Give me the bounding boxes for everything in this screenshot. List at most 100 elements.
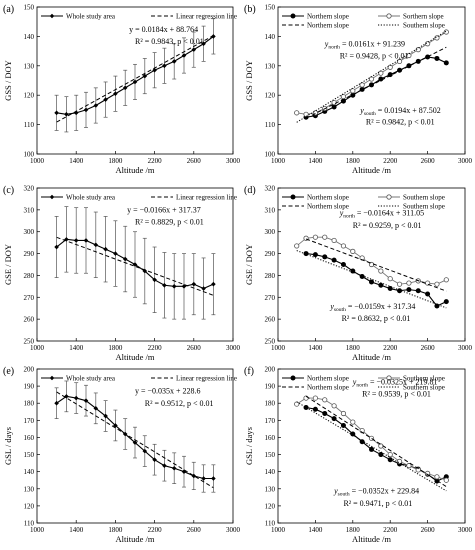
legend-label: Linear regression line xyxy=(176,13,237,21)
y-tick-label: 170 xyxy=(265,417,276,425)
y-tick-label: 200 xyxy=(265,366,276,374)
y-tick-label: 130 xyxy=(265,62,276,70)
data-point xyxy=(369,446,374,452)
y-tick-label: 180 xyxy=(265,400,276,408)
legend-label: Northern slope xyxy=(307,203,349,211)
legend-item: Southern slope xyxy=(378,203,445,211)
legend-item: Northern slope xyxy=(282,22,349,30)
regression-annotation: R² = 0.9428, p < 0.01 xyxy=(340,51,409,60)
x-tick-label: 1800 xyxy=(346,344,361,352)
legend-label: Whole study area xyxy=(66,194,116,202)
y-tick-label: 130 xyxy=(24,62,35,70)
y-tick-label: 100 xyxy=(24,151,35,159)
data-point xyxy=(424,470,431,476)
data-point xyxy=(162,63,167,69)
y-tick-label: 250 xyxy=(24,338,35,346)
regression-annotation: R² = 0.9259, p < 0.01 xyxy=(353,221,422,230)
legend-label: Sorthern slope xyxy=(403,13,444,21)
data-point xyxy=(83,107,89,113)
x-tick-label: 3000 xyxy=(226,344,241,352)
x-tick-label: 1000 xyxy=(271,157,286,165)
plot-frame xyxy=(36,6,234,155)
data-point xyxy=(434,478,440,484)
regression-annotation: ysouth = 0.0194x + 87.502 xyxy=(359,106,441,117)
y-tick-label: 290 xyxy=(24,250,35,258)
y-tick-label: 160 xyxy=(265,434,276,442)
data-point xyxy=(443,299,449,305)
x-axis-label: Altitude /m xyxy=(352,165,391,175)
data-point xyxy=(211,34,216,39)
data-point xyxy=(312,395,318,401)
legend-marker xyxy=(49,375,55,381)
data-point xyxy=(331,257,337,263)
y-tick-label: 250 xyxy=(265,338,276,346)
x-tick-label: 1800 xyxy=(346,526,361,534)
legend-label: Whole study area xyxy=(66,13,116,21)
data-point xyxy=(340,422,346,428)
y-tick-label: 150 xyxy=(265,4,276,12)
data-point xyxy=(322,234,328,240)
data-point xyxy=(369,279,374,285)
y-tick-label: 120 xyxy=(24,92,35,100)
series-fit-line xyxy=(56,35,214,123)
legend-item: Southern slope xyxy=(378,375,445,383)
regression-annotation: R² = 0.8829, p < 0.01 xyxy=(135,218,204,227)
y-axis-label: GSL / days xyxy=(244,427,254,465)
data-point xyxy=(415,288,421,294)
data-point xyxy=(434,55,440,61)
data-point xyxy=(350,431,356,437)
regression-annotation: ynorth = 0.0161x + 91.239 xyxy=(324,40,405,51)
data-point xyxy=(142,268,148,274)
legend-label: Linear regression line xyxy=(176,375,237,383)
plot-frame xyxy=(36,187,234,342)
data-point xyxy=(54,244,59,250)
chart-panel-b: (b) 100 110 120 130 140 150 1000 1400 1800 2200 260… xyxy=(244,4,473,176)
data-point xyxy=(397,288,403,294)
data-point xyxy=(64,112,69,117)
data-point xyxy=(181,284,187,289)
legend-item: Whole study area xyxy=(41,13,116,21)
series-fit-line xyxy=(56,391,214,489)
y-tick-label: 190 xyxy=(265,383,276,391)
data-point xyxy=(331,416,337,422)
series-fit-line xyxy=(296,30,447,123)
plot-frame xyxy=(36,368,234,524)
legend-label: Northern slope xyxy=(307,194,349,202)
regression-annotation: R² = 0.9843, p < 0.01 xyxy=(135,37,204,46)
data-point xyxy=(387,457,393,463)
data-point xyxy=(322,410,328,416)
data-point xyxy=(142,73,148,79)
legend-marker xyxy=(49,13,55,19)
legend-item: Northern slope xyxy=(282,194,349,202)
data-point xyxy=(378,70,384,76)
panel-label: (e) xyxy=(3,366,14,377)
data-point xyxy=(434,303,440,309)
data-point xyxy=(122,85,128,91)
data-point xyxy=(171,465,177,471)
y-tick-label: 270 xyxy=(24,294,35,302)
y-tick-label: 140 xyxy=(24,468,35,476)
legend-marker xyxy=(49,194,55,200)
x-tick-label: 3000 xyxy=(458,344,473,352)
x-tick-label: 2200 xyxy=(148,157,163,165)
data-point xyxy=(387,451,393,458)
x-axis-label: Altitude /m xyxy=(116,352,155,362)
y-tick-label: 280 xyxy=(24,272,35,280)
data-point xyxy=(211,281,216,287)
y-tick-label: 130 xyxy=(265,485,276,493)
y-tick-label: 200 xyxy=(24,366,35,374)
x-tick-label: 3000 xyxy=(458,157,473,165)
y-tick-label: 170 xyxy=(24,417,35,425)
legend-label: Northern slope xyxy=(307,22,349,30)
data-point xyxy=(312,406,318,412)
y-tick-label: 300 xyxy=(265,228,276,236)
series-fit-line xyxy=(56,236,214,296)
series-fit-line xyxy=(305,238,447,292)
y-axis-label: GSL / days xyxy=(3,427,13,465)
data-point xyxy=(425,291,431,297)
y-tick-label: 160 xyxy=(24,434,35,442)
y-tick-label: 140 xyxy=(24,33,35,41)
y-axis-label: GSE / DOY xyxy=(244,244,254,285)
x-tick-label: 2600 xyxy=(187,526,202,534)
plot-frame xyxy=(277,6,466,155)
